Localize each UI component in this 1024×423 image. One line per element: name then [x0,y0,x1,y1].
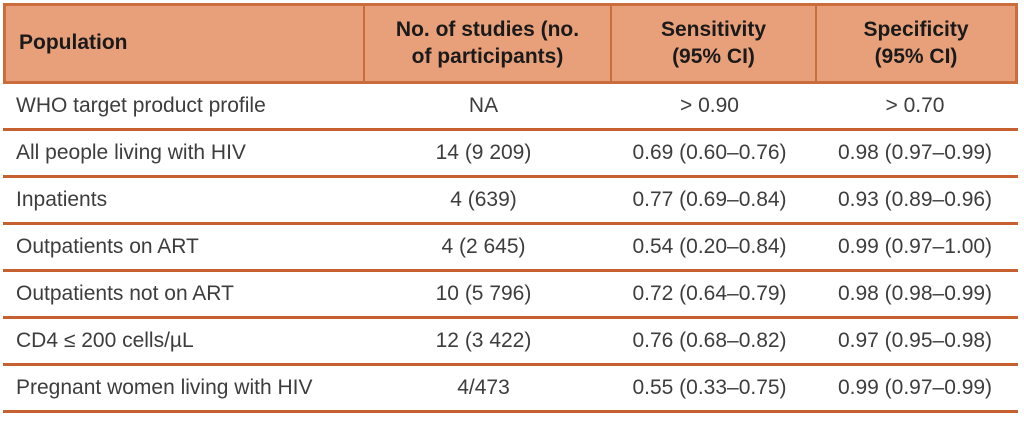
cell-specificity: 0.98 (0.98–0.99) [837,282,993,305]
column-header-specificity: Specificity (95% CI) [815,6,1015,81]
table-row: Inpatients 4 (639) 0.77 (0.69–0.84) 0.93… [3,178,1018,225]
table-header-row: Population No. of studies (no. of partic… [3,3,1018,84]
cell-sensitivity: 0.69 (0.60–0.76) [632,141,787,164]
cell-specificity: 0.98 (0.97–0.99) [837,141,993,164]
cell-sensitivity: > 0.90 [680,94,739,117]
cell-sensitivity: 0.77 (0.69–0.84) [632,188,787,211]
cell-studies: 12 (3 422) [435,329,532,352]
table-row: CD4 ≤ 200 cells/µL 12 (3 422) 0.76 (0.68… [3,319,1018,366]
cell-specificity: 0.99 (0.97–1.00) [837,235,993,258]
diagnostic-accuracy-table: Population No. of studies (no. of partic… [3,3,1018,413]
column-header-sensitivity: Sensitivity (95% CI) [610,6,815,81]
cell-population: WHO target product profile [16,94,266,117]
cell-studies: 4 (2 645) [441,235,526,258]
cell-specificity: 0.97 (0.95–0.98) [837,329,993,352]
cell-sensitivity: 0.54 (0.20–0.84) [632,235,787,258]
cell-population: CD4 ≤ 200 cells/µL [16,329,194,352]
cell-population: Pregnant women living with HIV [16,376,313,399]
table-body: WHO target product profile NA > 0.90 > 0… [3,84,1018,413]
cell-population: Outpatients on ART [16,235,199,258]
table-row: All people living with HIV 14 (9 209) 0.… [3,131,1018,178]
cell-specificity: > 0.70 [885,94,945,117]
cell-population: Outpatients not on ART [16,282,234,305]
cell-specificity: 0.99 (0.97–0.99) [837,376,993,399]
table-row: Pregnant women living with HIV 4/473 0.5… [3,366,1018,413]
cell-studies: 10 (5 796) [435,282,532,305]
table-row: Outpatients on ART 4 (2 645) 0.54 (0.20–… [3,225,1018,272]
cell-sensitivity: 0.55 (0.33–0.75) [632,376,787,399]
cell-sensitivity: 0.76 (0.68–0.82) [632,329,787,352]
cell-studies: 4/473 [457,376,510,399]
cell-population: All people living with HIV [16,141,246,164]
cell-sensitivity: 0.72 (0.64–0.79) [632,282,787,305]
cell-specificity: 0.93 (0.89–0.96) [837,188,993,211]
cell-studies: NA [468,94,499,117]
table-row: Outpatients not on ART 10 (5 796) 0.72 (… [3,272,1018,319]
cell-studies: 14 (9 209) [435,141,532,164]
column-header-studies: No. of studies (no. of participants) [363,6,610,81]
column-header-population: Population [19,31,128,55]
table-row: WHO target product profile NA > 0.90 > 0… [3,84,1018,131]
cell-population: Inpatients [16,188,108,211]
cell-studies: 4 (639) [450,188,517,211]
